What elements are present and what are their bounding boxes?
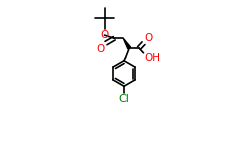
Text: O: O xyxy=(100,30,109,40)
Text: Cl: Cl xyxy=(119,94,129,104)
Text: OH: OH xyxy=(144,53,160,63)
Text: O: O xyxy=(144,33,153,43)
Text: O: O xyxy=(97,44,105,54)
Polygon shape xyxy=(123,38,131,49)
